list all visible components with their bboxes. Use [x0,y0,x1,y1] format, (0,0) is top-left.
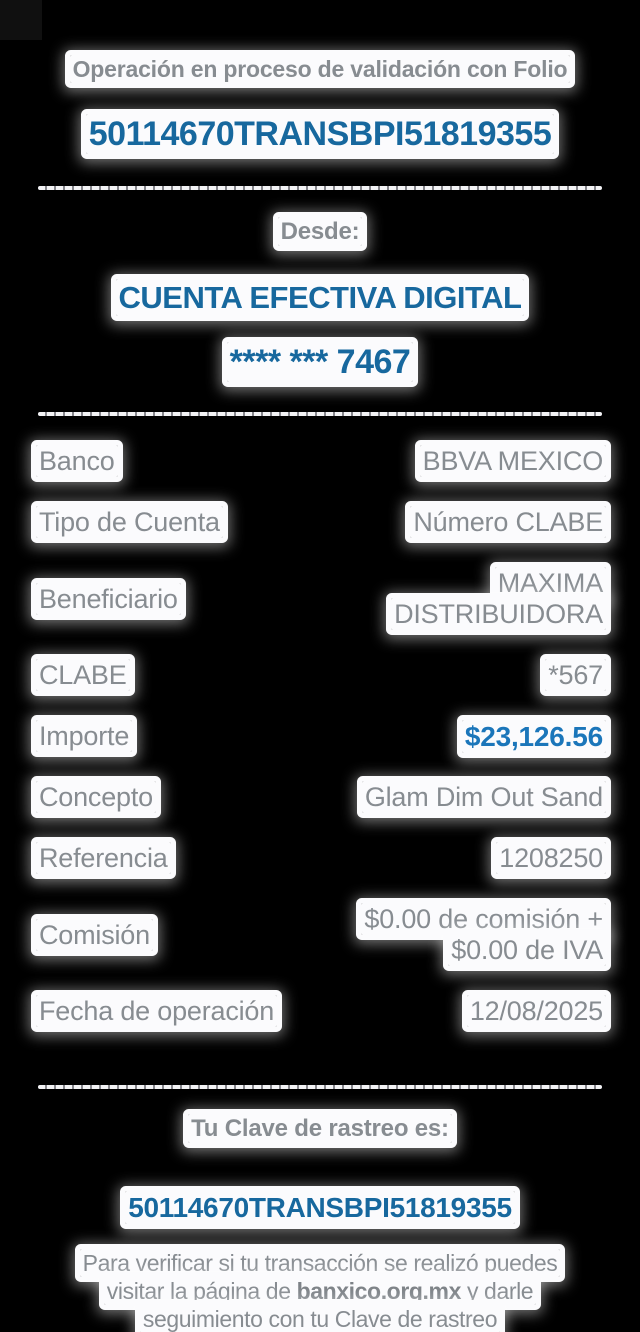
row-label: Fecha de operación [36,995,278,1027]
detail-row-banco: Banco BBVA MEXICO [36,445,606,477]
detail-row-clabe: CLABE *567 [36,659,606,691]
note-line-3: seguimiento con tu Clave de rastreo [142,1306,498,1332]
tracking-section: Tu Clave de rastreo es: 50114670TRANSBPI… [0,1089,640,1332]
row-label: Importe [36,720,133,752]
validation-status: Operación en proceso de validación con F… [34,54,606,84]
tracking-key-value: 50114670TRANSBPI51819355 [16,1191,624,1225]
row-value: 1208250 [496,842,606,874]
detail-row-importe: Importe $23,126.56 [36,720,606,753]
row-value: *567 [545,659,606,691]
amount-value: $23,126.56 [461,720,606,753]
row-label: CLABE [36,659,130,691]
note-line-2-suffix: y darle [460,1278,534,1304]
detail-row-beneficiario: Beneficiario MAXIMA DISTRIBUIDORA [36,567,606,630]
corner-artifact [0,0,42,40]
dashed-divider-middle [38,412,602,416]
validation-status-text: Operación en proceso de validación con F… [69,55,571,83]
row-value: BBVA MEXICO [419,445,606,477]
banxico-link[interactable]: banxico.org.mx [296,1278,462,1304]
row-label: Tipo de Cuenta [36,506,223,538]
tracking-key-label: Tu Clave de rastreo es: [16,1114,624,1143]
row-value: $0.00 de comisión + $0.00 de IVA [332,903,606,966]
detail-row-referencia: Referencia 1208250 [36,842,606,874]
dashed-divider-top [38,186,602,190]
detail-row-fecha-de-operacion: Fecha de operación 12/08/2025 [36,995,606,1027]
detail-row-concepto: Concepto Glam Dim Out Sand [36,781,606,813]
dashed-divider-bottom [38,1085,602,1089]
row-value: 12/08/2025 [466,995,606,1027]
note-line-2-prefix: visitar la página de [106,1278,297,1304]
note-line-1: Para verificar si tu transacción se real… [82,1250,558,1276]
row-value: Número CLABE [410,506,606,538]
detail-row-comision: Comisión $0.00 de comisión + $0.00 de IV… [36,903,606,966]
transfer-details-section: Banco BBVA MEXICO Tipo de Cuenta Número … [0,416,640,1085]
row-label: Banco [36,445,118,477]
source-account-mask: **** *** 7467 [0,342,640,382]
row-label: Concepto [36,781,156,813]
source-account-name: CUENTA EFECTIVA DIGITAL [0,276,640,320]
row-value: MAXIMA DISTRIBUIDORA [332,567,606,630]
source-account-section: Desde: CUENTA EFECTIVA DIGITAL **** *** … [0,190,640,412]
folio-number: 50114670TRANSBPI51819355 [0,114,640,154]
row-label: Comisión [36,918,153,951]
banxico-verification-note: Para verificar si tu transacción se real… [16,1249,624,1332]
row-label: Beneficiario [36,582,181,615]
from-label: Desde: [0,217,640,246]
row-value: Glam Dim Out Sand [361,781,606,813]
folio-number-text: 50114670TRANSBPI51819355 [85,114,555,154]
detail-row-tipo-de-cuenta: Tipo de Cuenta Número CLABE [36,506,606,538]
row-label: Referencia [36,842,171,874]
